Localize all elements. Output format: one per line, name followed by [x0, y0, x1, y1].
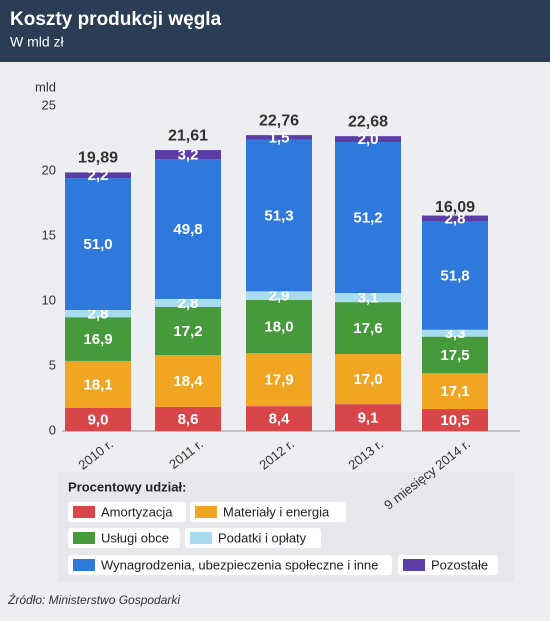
- total-label: 19,89: [78, 150, 118, 167]
- legend-swatch: [73, 506, 95, 518]
- value-label: 2,2: [88, 167, 109, 184]
- total-label: 21,61: [168, 127, 208, 144]
- chart-title: Koszty produkcji węgla: [10, 9, 222, 30]
- bar-segment: [65, 407, 131, 431]
- bar-segment: [246, 299, 312, 354]
- bar-segment: [422, 409, 488, 431]
- bar-segment: [65, 309, 131, 318]
- source: Źródło: Ministerstwo Gospodarki: [7, 592, 180, 607]
- bar-segment: [422, 329, 488, 337]
- bar-segment: [155, 159, 221, 299]
- legend-label: Wynagrodzenia, ubezpieczenia społeczne i…: [101, 557, 378, 572]
- value-label: 18,4: [173, 373, 203, 390]
- total-label: 16,09: [435, 199, 475, 216]
- legend-swatch: [190, 532, 212, 544]
- y-tick-label: 20: [42, 162, 56, 177]
- value-label: 3,1: [358, 290, 379, 307]
- legend-swatch: [73, 559, 95, 571]
- value-label: 9,1: [358, 410, 379, 427]
- y-tick-label: 0: [49, 422, 56, 437]
- value-label: 16,9: [83, 331, 112, 348]
- legend-swatch: [195, 506, 217, 518]
- value-label: 8,6: [178, 411, 199, 428]
- legend-swatch: [403, 559, 425, 571]
- legend-item: [68, 502, 186, 522]
- bar-segment: [335, 302, 401, 355]
- value-label: 17,5: [440, 347, 469, 364]
- total-label: 22,76: [259, 112, 299, 129]
- value-label: 10,5: [440, 412, 469, 429]
- bar-segment: [335, 354, 401, 405]
- header: [0, 0, 550, 62]
- y-tick-label: 15: [42, 227, 56, 242]
- bar-segment: [335, 404, 401, 431]
- value-label: 51,2: [353, 210, 382, 227]
- bar-segment: [155, 150, 221, 160]
- bar-segment: [246, 406, 312, 431]
- value-label: 17,9: [264, 372, 293, 389]
- value-label: 17,0: [353, 371, 382, 388]
- value-label: 3,2: [178, 147, 199, 164]
- legend-item: [190, 502, 346, 522]
- value-label: 2,8: [178, 295, 199, 312]
- value-label: 18,1: [83, 376, 112, 393]
- legend-label: Usługi obce: [101, 530, 169, 545]
- chart-subtitle: W mld zł: [10, 34, 65, 50]
- value-label: 17,2: [173, 323, 202, 340]
- legend-label: Pozostałe: [431, 557, 488, 572]
- legend-title: Procentowy udział:: [68, 479, 186, 494]
- bar-segment: [65, 317, 131, 361]
- bar-segment: [155, 355, 221, 407]
- legend-item: [185, 528, 321, 548]
- bar-segment: [65, 172, 131, 179]
- value-label: 2,0: [358, 131, 379, 148]
- value-label: 8,4: [269, 411, 291, 428]
- value-label: 49,8: [173, 221, 202, 238]
- value-label: 17,6: [353, 320, 382, 337]
- value-label: 51,8: [440, 268, 469, 285]
- value-label: 18,0: [264, 319, 293, 336]
- value-label: 17,1: [440, 383, 469, 400]
- bar-segment: [335, 136, 401, 143]
- bar-segment: [335, 142, 401, 294]
- bar-segment: [422, 215, 488, 222]
- value-label: 2,9: [269, 288, 290, 305]
- value-label: 51,0: [83, 236, 112, 253]
- value-label: 51,3: [264, 207, 293, 224]
- total-label: 22,68: [348, 113, 388, 130]
- legend-item: [68, 528, 180, 548]
- bar-segment: [65, 178, 131, 310]
- y-tick-label: 25: [42, 97, 56, 112]
- bar-segment: [155, 298, 221, 307]
- bar-segment: [422, 221, 488, 330]
- bar-segment: [155, 306, 221, 356]
- bar-segment: [246, 353, 312, 407]
- bar-segment: [246, 139, 312, 292]
- value-label: 1,5: [269, 129, 290, 146]
- bar-segment: [246, 291, 312, 300]
- legend-swatch: [73, 532, 95, 544]
- legend-item: [68, 555, 392, 575]
- y-tick-label: 10: [42, 292, 56, 307]
- bar-segment: [65, 360, 131, 408]
- bar-segment: [422, 373, 488, 410]
- value-label: 2,8: [445, 210, 466, 227]
- bar-segment: [155, 406, 221, 431]
- y-tick-label: 5: [49, 357, 56, 372]
- legend-label: Podatki i opłaty: [218, 530, 307, 545]
- bar-segment: [246, 135, 312, 140]
- y-axis-unit: mld: [35, 79, 56, 94]
- legend-label: Amortyzacja: [101, 504, 173, 519]
- value-label: 9,0: [88, 411, 109, 428]
- bar-segment: [422, 336, 488, 374]
- bar-segment: [335, 293, 401, 303]
- legend-label: Materiały i energia: [223, 504, 330, 519]
